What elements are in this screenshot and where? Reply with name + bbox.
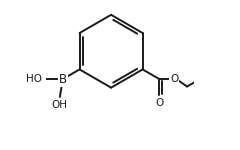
Text: O: O xyxy=(170,74,178,84)
Text: B: B xyxy=(59,73,67,86)
Text: HO: HO xyxy=(26,74,42,84)
Text: OH: OH xyxy=(52,100,68,110)
Text: O: O xyxy=(155,98,163,108)
